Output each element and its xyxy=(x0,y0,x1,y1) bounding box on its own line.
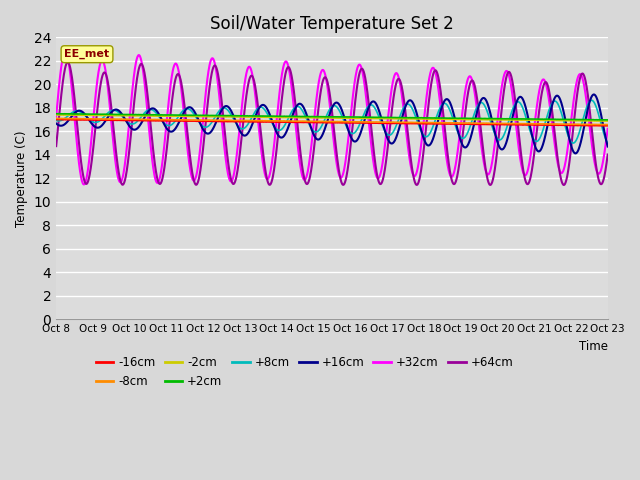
Line: +16cm: +16cm xyxy=(56,95,608,154)
-8cm xyxy=(287,118,294,124)
-16cm xyxy=(367,120,374,126)
-8cm xyxy=(95,116,103,122)
-8cm xyxy=(367,119,374,125)
-8cm xyxy=(52,116,60,121)
+16cm xyxy=(590,92,598,97)
+16cm xyxy=(604,144,612,149)
+2cm xyxy=(95,111,102,117)
+64cm xyxy=(604,152,612,157)
+8cm xyxy=(569,140,577,146)
+64cm xyxy=(95,91,103,96)
+32cm xyxy=(367,138,374,144)
-8cm xyxy=(308,119,316,124)
+16cm xyxy=(52,120,60,126)
+8cm xyxy=(366,102,374,108)
Line: +8cm: +8cm xyxy=(56,100,608,143)
Text: EE_met: EE_met xyxy=(65,49,109,60)
+2cm xyxy=(366,114,374,120)
+16cm xyxy=(286,119,294,125)
+16cm xyxy=(366,102,374,108)
+32cm xyxy=(604,126,612,132)
+2cm xyxy=(52,111,60,117)
-16cm xyxy=(602,123,610,129)
+32cm xyxy=(80,181,88,187)
+2cm xyxy=(286,113,294,119)
-8cm xyxy=(118,116,125,122)
+8cm xyxy=(604,140,612,146)
-8cm xyxy=(604,122,612,128)
+16cm xyxy=(298,102,305,108)
+64cm xyxy=(118,181,125,187)
+2cm xyxy=(598,117,605,123)
+16cm xyxy=(118,110,125,116)
+16cm xyxy=(95,125,102,131)
-8cm xyxy=(298,118,306,124)
+64cm xyxy=(367,116,374,122)
-16cm xyxy=(118,118,125,123)
+8cm xyxy=(588,97,595,103)
+8cm xyxy=(118,112,125,118)
Title: Soil/Water Temperature Set 2: Soil/Water Temperature Set 2 xyxy=(210,15,454,33)
+32cm xyxy=(287,79,295,84)
+16cm xyxy=(308,126,316,132)
+2cm xyxy=(604,117,612,123)
Y-axis label: Temperature (C): Temperature (C) xyxy=(15,130,28,227)
+64cm xyxy=(298,162,306,168)
Line: +32cm: +32cm xyxy=(56,52,608,184)
-16cm xyxy=(53,117,61,122)
Line: -2cm: -2cm xyxy=(56,115,608,121)
+32cm xyxy=(308,135,316,141)
X-axis label: Time: Time xyxy=(579,340,608,353)
-8cm xyxy=(604,122,611,128)
+8cm xyxy=(95,119,102,124)
-16cm xyxy=(95,117,103,123)
-2cm xyxy=(366,116,374,121)
+64cm xyxy=(64,60,72,65)
Line: -8cm: -8cm xyxy=(56,119,608,125)
+64cm xyxy=(308,163,316,168)
-16cm xyxy=(298,120,306,125)
-2cm xyxy=(52,112,60,118)
-2cm xyxy=(298,115,305,120)
-8cm xyxy=(55,116,63,121)
+64cm xyxy=(52,143,60,149)
Line: +64cm: +64cm xyxy=(56,62,608,185)
-2cm xyxy=(604,118,612,124)
Line: -16cm: -16cm xyxy=(56,120,608,126)
-16cm xyxy=(287,120,294,125)
-16cm xyxy=(308,120,316,125)
-16cm xyxy=(52,117,60,122)
+8cm xyxy=(298,107,305,112)
-2cm xyxy=(118,113,125,119)
+32cm xyxy=(96,63,104,69)
+32cm xyxy=(52,114,60,120)
+32cm xyxy=(298,173,306,179)
+64cm xyxy=(287,68,294,74)
-16cm xyxy=(604,123,612,129)
Line: +2cm: +2cm xyxy=(56,114,608,120)
+2cm xyxy=(118,111,125,117)
+16cm xyxy=(572,151,579,156)
+8cm xyxy=(286,112,294,118)
+64cm xyxy=(560,182,568,188)
-2cm xyxy=(286,115,294,120)
-2cm xyxy=(308,115,316,120)
+32cm xyxy=(118,177,126,182)
+8cm xyxy=(308,126,316,132)
+2cm xyxy=(298,114,305,120)
+2cm xyxy=(308,114,316,120)
-2cm xyxy=(95,112,102,118)
+8cm xyxy=(52,118,60,123)
Legend: -16cm, -8cm, -2cm, +2cm, +8cm, +16cm, +32cm, +64cm: -16cm, -8cm, -2cm, +2cm, +8cm, +16cm, +3… xyxy=(91,351,518,393)
-2cm xyxy=(600,118,607,124)
+32cm xyxy=(61,49,69,55)
